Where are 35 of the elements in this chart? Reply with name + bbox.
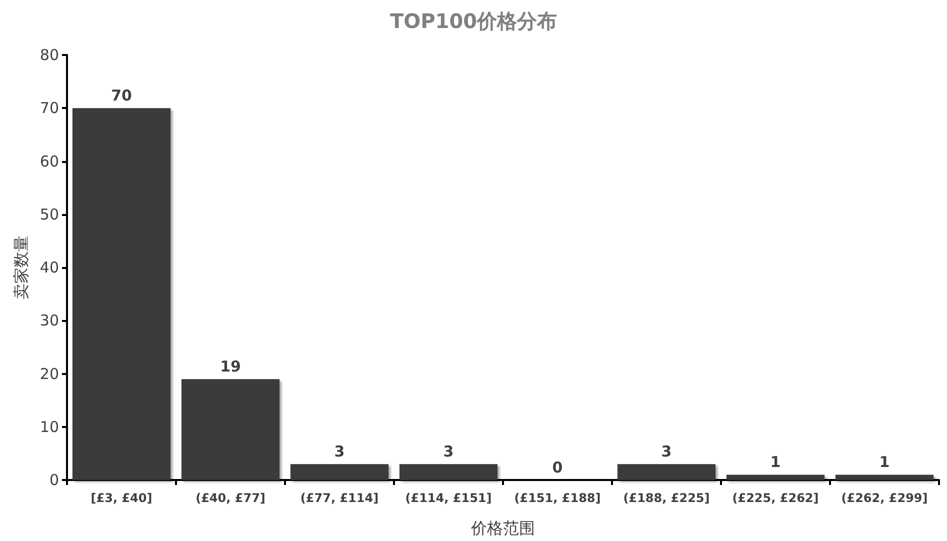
x-tick-label: (£188, £225] (623, 491, 710, 505)
y-tick-label: 20 (40, 364, 59, 383)
x-tick-label: [£3, £40] (90, 491, 152, 505)
y-tick-label: 40 (40, 258, 59, 276)
bar (290, 464, 389, 480)
y-tick-label: 80 (40, 46, 59, 64)
data-label: 0 (552, 458, 563, 476)
x-tick-label: (£114, £151] (405, 491, 492, 505)
data-label: 1 (770, 453, 781, 472)
data-label: 3 (661, 442, 672, 461)
y-tick-label: 0 (49, 471, 59, 489)
bar (181, 379, 280, 480)
data-label: 19 (220, 358, 241, 376)
x-tick-label: (£40, £77] (196, 491, 266, 505)
x-tick-label: (£225, £262] (732, 491, 819, 505)
y-tick-label: 50 (40, 205, 59, 224)
y-tick-label: 30 (40, 312, 59, 330)
x-axis-title: 价格范围 (470, 518, 535, 538)
data-label: 3 (443, 442, 454, 461)
data-label: 70 (111, 86, 132, 105)
y-axis-title: 卖家数量 (12, 236, 30, 300)
y-tick-label: 70 (40, 99, 59, 118)
data-label: 3 (334, 442, 345, 461)
bar (835, 474, 934, 480)
bar (399, 464, 498, 480)
bar (726, 474, 825, 480)
chart-title: TOP100价格分布 (390, 9, 558, 33)
x-tick-label: (£262, £299] (841, 491, 928, 505)
bar (72, 108, 171, 480)
x-tick-label: (£77, £114] (300, 491, 379, 505)
bar (617, 464, 716, 480)
y-tick-label: 10 (40, 418, 59, 436)
data-label: 1 (879, 453, 890, 472)
y-tick-label: 60 (40, 152, 59, 170)
x-tick-label: (£151, £188] (514, 491, 601, 505)
